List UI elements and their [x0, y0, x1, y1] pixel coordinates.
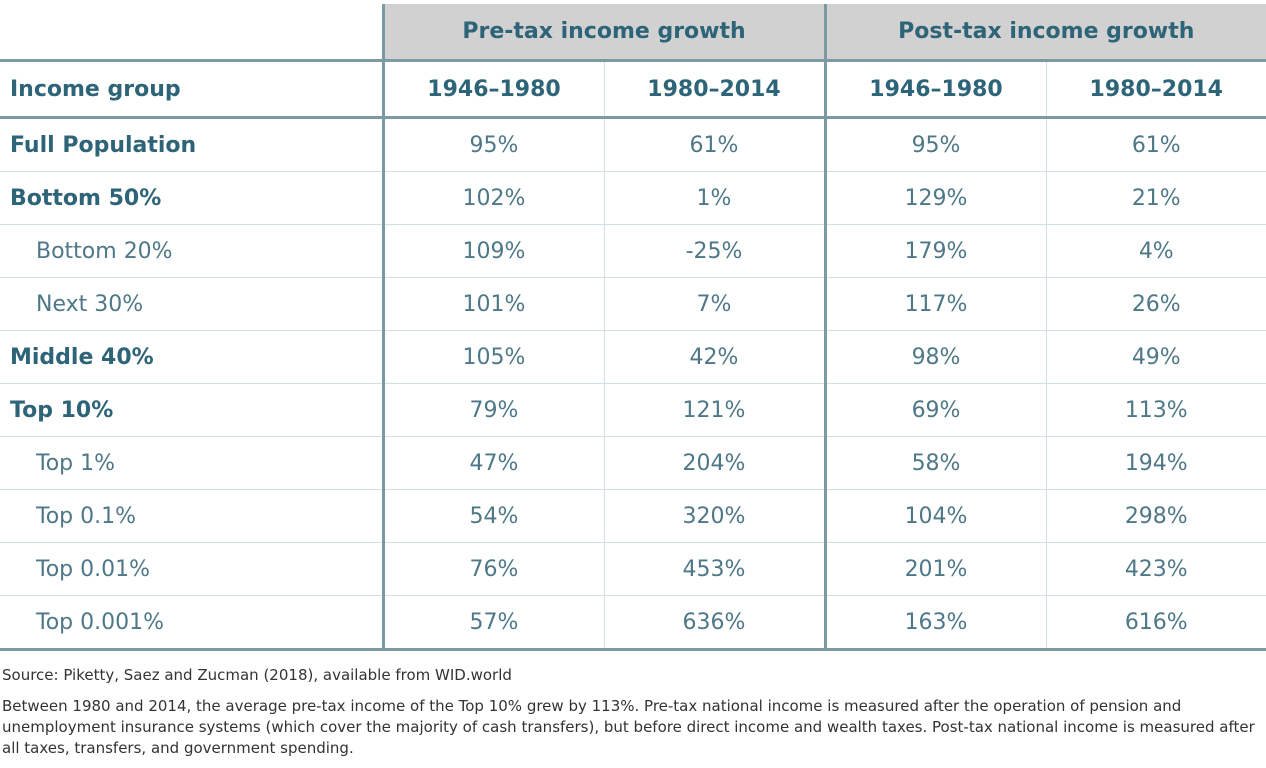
row-label: Middle 40% [0, 330, 383, 384]
cell-pretax-1980-2014: 636% [603, 595, 826, 651]
table-row: Top 0.001% 57% 636% 163% 616% [0, 595, 1266, 651]
table-row: Next 30% 101% 7% 117% 26% [0, 277, 1266, 331]
row-label: Full Population [0, 117, 383, 172]
table-row: Bottom 50% 102% 1% 129% 21% [0, 171, 1266, 225]
cell-pretax-1980-2014: 320% [603, 489, 826, 543]
row-label: Bottom 20% [0, 224, 383, 278]
cell-posttax-1980-2014: 423% [1045, 542, 1266, 596]
group-header-pretax: Pre-tax income growth [381, 4, 826, 61]
row-label: Top 0.01% [0, 542, 383, 596]
cell-pretax-1946-1980: 105% [381, 330, 604, 384]
cell-posttax-1980-2014: 49% [1045, 330, 1266, 384]
period-header-posttax-1980-2014: 1980–2014 [1045, 59, 1266, 119]
row-label: Next 30% [0, 277, 383, 331]
cell-pretax-1980-2014: 1% [603, 171, 826, 225]
cell-pretax-1980-2014: 204% [603, 436, 826, 490]
cell-pretax-1980-2014: 42% [603, 330, 826, 384]
table-row: Top 1% 47% 204% 58% 194% [0, 436, 1266, 490]
cell-posttax-1980-2014: 616% [1045, 595, 1266, 651]
table-row: Full Population 95% 61% 95% 61% [0, 117, 1266, 172]
cell-pretax-1946-1980: 95% [381, 117, 604, 172]
row-label: Top 1% [0, 436, 383, 490]
explanation-note: Between 1980 and 2014, the average pre-t… [2, 697, 1255, 757]
cell-posttax-1946-1980: 58% [823, 436, 1047, 490]
cell-posttax-1946-1980: 69% [823, 383, 1047, 437]
group-header-posttax: Post-tax income growth [823, 4, 1266, 61]
row-label: Bottom 50% [0, 171, 383, 225]
cell-pretax-1946-1980: 102% [381, 171, 604, 225]
income-growth-table-wrap: Pre-tax income growth Post-tax income gr… [0, 4, 1266, 651]
cell-pretax-1946-1980: 109% [381, 224, 604, 278]
cell-posttax-1946-1980: 104% [823, 489, 1047, 543]
cell-posttax-1980-2014: 194% [1045, 436, 1266, 490]
cell-posttax-1946-1980: 163% [823, 595, 1047, 651]
cell-pretax-1980-2014: 121% [603, 383, 826, 437]
group-header-blank [0, 4, 383, 61]
column-group-header-row: Pre-tax income growth Post-tax income gr… [0, 4, 1266, 61]
cell-pretax-1946-1980: 101% [381, 277, 604, 331]
cell-posttax-1980-2014: 113% [1045, 383, 1266, 437]
cell-pretax-1946-1980: 47% [381, 436, 604, 490]
cell-posttax-1946-1980: 95% [823, 117, 1047, 172]
cell-posttax-1946-1980: 129% [823, 171, 1047, 225]
row-label: Top 10% [0, 383, 383, 437]
period-header-row: Income group 1946–1980 1980–2014 1946–19… [0, 59, 1266, 119]
table-row: Top 10% 79% 121% 69% 113% [0, 383, 1266, 437]
source-note: Source: Piketty, Saez and Zucman (2018),… [2, 666, 512, 684]
cell-posttax-1980-2014: 26% [1045, 277, 1266, 331]
cell-pretax-1946-1980: 76% [381, 542, 604, 596]
table-body: Full Population 95% 61% 95% 61% Bottom 50% 102… [0, 117, 1266, 651]
cell-posttax-1980-2014: 298% [1045, 489, 1266, 543]
cell-pretax-1980-2014: 61% [603, 117, 826, 172]
row-label: Top 0.001% [0, 595, 383, 651]
table-notes: Source: Piketty, Saez and Zucman (2018),… [2, 665, 1262, 759]
cell-pretax-1946-1980: 54% [381, 489, 604, 543]
cell-posttax-1946-1980: 98% [823, 330, 1047, 384]
cell-posttax-1980-2014: 21% [1045, 171, 1266, 225]
row-label: Top 0.1% [0, 489, 383, 543]
cell-pretax-1946-1980: 79% [381, 383, 604, 437]
cell-pretax-1980-2014: -25% [603, 224, 826, 278]
cell-posttax-1946-1980: 179% [823, 224, 1047, 278]
cell-pretax-1980-2014: 453% [603, 542, 826, 596]
cell-posttax-1946-1980: 117% [823, 277, 1047, 331]
table-row: Bottom 20% 109% -25% 179% 4% [0, 224, 1266, 278]
income-group-header: Income group [0, 59, 383, 119]
cell-pretax-1946-1980: 57% [381, 595, 604, 651]
table-row: Top 0.1% 54% 320% 104% 298% [0, 489, 1266, 543]
period-header-posttax-1946-1980: 1946–1980 [823, 59, 1047, 119]
cell-posttax-1946-1980: 201% [823, 542, 1047, 596]
cell-pretax-1980-2014: 7% [603, 277, 826, 331]
period-header-pretax-1946-1980: 1946–1980 [381, 59, 604, 119]
table-row: Middle 40% 105% 42% 98% 49% [0, 330, 1266, 384]
cell-posttax-1980-2014: 61% [1045, 117, 1266, 172]
income-growth-table: Pre-tax income growth Post-tax income gr… [0, 4, 1266, 651]
table-row: Top 0.01% 76% 453% 201% 423% [0, 542, 1266, 596]
cell-posttax-1980-2014: 4% [1045, 224, 1266, 278]
period-header-pretax-1980-2014: 1980–2014 [603, 59, 826, 119]
